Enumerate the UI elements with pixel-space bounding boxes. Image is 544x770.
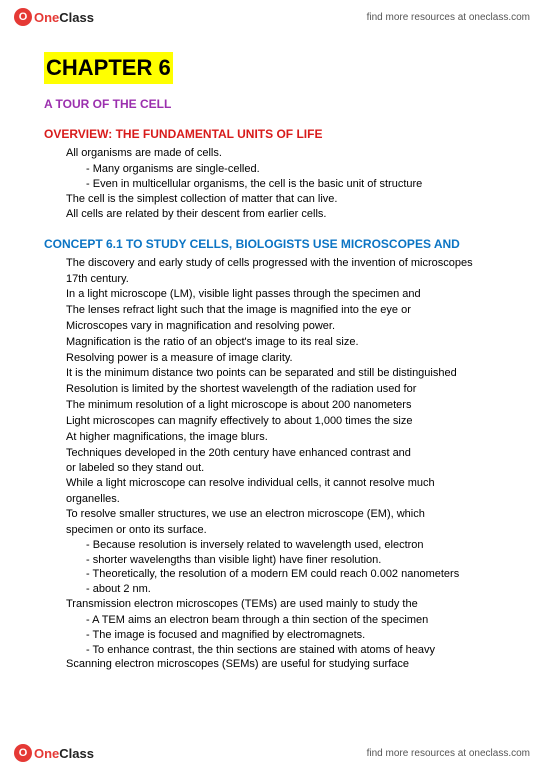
footer-brand-icon: O [14, 744, 32, 762]
document-body: CHAPTER 6 A TOUR OF THE CELL OVERVIEW: T… [0, 34, 544, 672]
brand-icon: O [14, 8, 32, 26]
brand-name: OneClass [34, 10, 94, 25]
chapter-subtitle: A TOUR OF THE CELL [44, 96, 544, 112]
list-item: At higher magnifications, the image blur… [66, 430, 544, 445]
list-item: All organisms are made of cells. [66, 146, 544, 161]
list-item: To resolve smaller structures, we use an… [66, 507, 544, 522]
sub-list-item: Many organisms are single-celled. [86, 162, 544, 177]
list-item: In a light microscope (LM), visible ligh… [66, 287, 544, 302]
sub-list-item: Theoretically, the resolution of a moder… [86, 567, 544, 582]
header-tagline: find more resources at oneclass.com [367, 12, 530, 23]
content-fade [0, 700, 544, 736]
overview-list: All organisms are made of cells.Many org… [44, 146, 544, 222]
list-item-continuation: organelles. [66, 492, 544, 507]
concept-list: The discovery and early study of cells p… [44, 256, 544, 672]
list-item: It is the minimum distance two points ca… [66, 366, 544, 381]
footer-tagline: find more resources at oneclass.com [367, 748, 530, 759]
list-item: The lenses refract light such that the i… [66, 303, 544, 318]
sub-list-item: A TEM aims an electron beam through a th… [86, 613, 544, 628]
list-item: Transmission electron microscopes (TEMs)… [66, 597, 544, 612]
brand-logo: O OneClass [14, 8, 94, 26]
sub-list-item: shorter wavelengths than visible light) … [86, 553, 544, 568]
chapter-title: CHAPTER 6 [44, 52, 173, 84]
sub-list-item: Because resolution is inversely related … [86, 538, 544, 553]
section-heading-concept: CONCEPT 6.1 TO STUDY CELLS, BIOLOGISTS U… [44, 236, 544, 252]
list-item: Techniques developed in the 20th century… [66, 446, 544, 461]
sub-list: Many organisms are single-celled.Even in… [66, 162, 544, 192]
footer-brand-name: OneClass [34, 746, 94, 761]
list-item: While a light microscope can resolve ind… [66, 476, 544, 491]
list-item-continuation: 17th century. [66, 272, 544, 287]
sub-list-item: To enhance contrast, the thin sections a… [86, 643, 544, 658]
page-footer: O OneClass find more resources at onecla… [0, 736, 544, 770]
list-item: Light microscopes can magnify effectivel… [66, 414, 544, 429]
sub-list-item: Even in multicellular organisms, the cel… [86, 177, 544, 192]
list-item: The minimum resolution of a light micros… [66, 398, 544, 413]
list-item: Resolving power is a measure of image cl… [66, 351, 544, 366]
list-item-continuation: specimen or onto its surface. [66, 523, 544, 538]
list-item: Magnification is the ratio of an object'… [66, 335, 544, 350]
section-heading-overview: OVERVIEW: THE FUNDAMENTAL UNITS OF LIFE [44, 126, 544, 142]
list-item: Resolution is limited by the shortest wa… [66, 382, 544, 397]
footer-brand-logo: O OneClass [14, 744, 94, 762]
sub-list-item: The image is focused and magnified by el… [86, 628, 544, 643]
list-item: The discovery and early study of cells p… [66, 256, 544, 271]
sub-list: Because resolution is inversely related … [66, 538, 544, 597]
sub-list: A TEM aims an electron beam through a th… [66, 613, 544, 658]
sub-list-item: about 2 nm. [86, 582, 544, 597]
list-item: The cell is the simplest collection of m… [66, 192, 544, 207]
list-item: Microscopes vary in magnification and re… [66, 319, 544, 334]
list-item: All cells are related by their descent f… [66, 207, 544, 222]
list-item: Scanning electron microscopes (SEMs) are… [66, 657, 544, 672]
page-header: O OneClass find more resources at onecla… [0, 0, 544, 34]
list-item-continuation: or labeled so they stand out. [66, 461, 544, 476]
